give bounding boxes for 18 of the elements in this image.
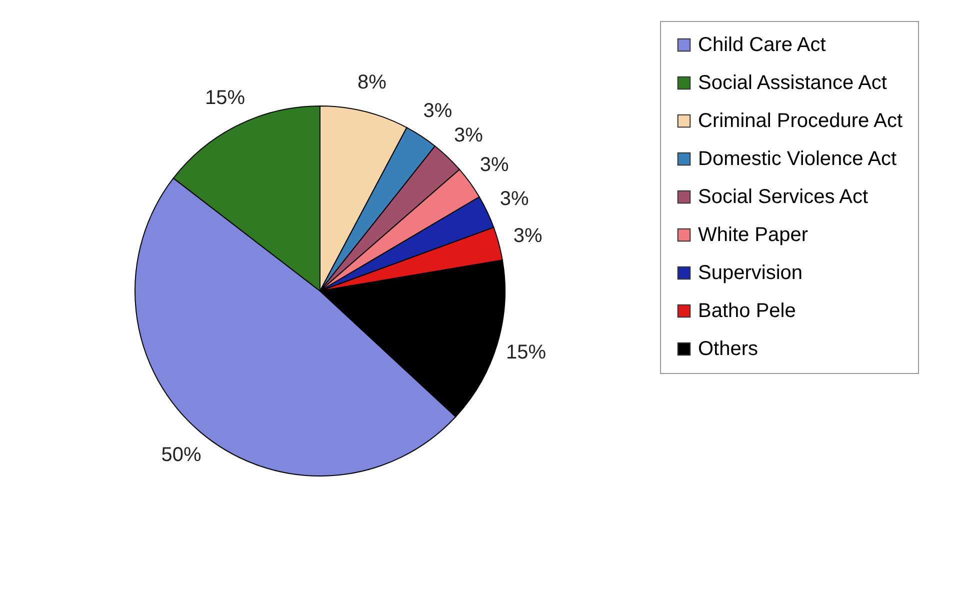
data-label: 3% [500, 188, 529, 210]
legend-label: Batho Pele [698, 300, 796, 322]
data-label: 3% [423, 100, 452, 122]
data-label: 15% [506, 341, 546, 364]
legend-label: Criminal Procedure Act [698, 110, 903, 132]
legend-label: Social Assistance Act [698, 72, 888, 94]
data-label: 3% [454, 124, 484, 147]
legend-label: White Paper [698, 224, 808, 246]
legend-label: Others [698, 338, 758, 360]
data-label: 3% [513, 224, 542, 247]
data-label: 3% [480, 154, 509, 176]
legend-label: Domestic Violence Act [698, 148, 898, 170]
legend-label: Supervision [698, 262, 803, 284]
legend-label: Social Services Act [698, 186, 869, 208]
legend-label: Child Care Act [698, 34, 826, 56]
data-label: 8% [357, 71, 387, 94]
data-label: 15% [205, 87, 246, 110]
data-label: 50% [161, 444, 202, 466]
